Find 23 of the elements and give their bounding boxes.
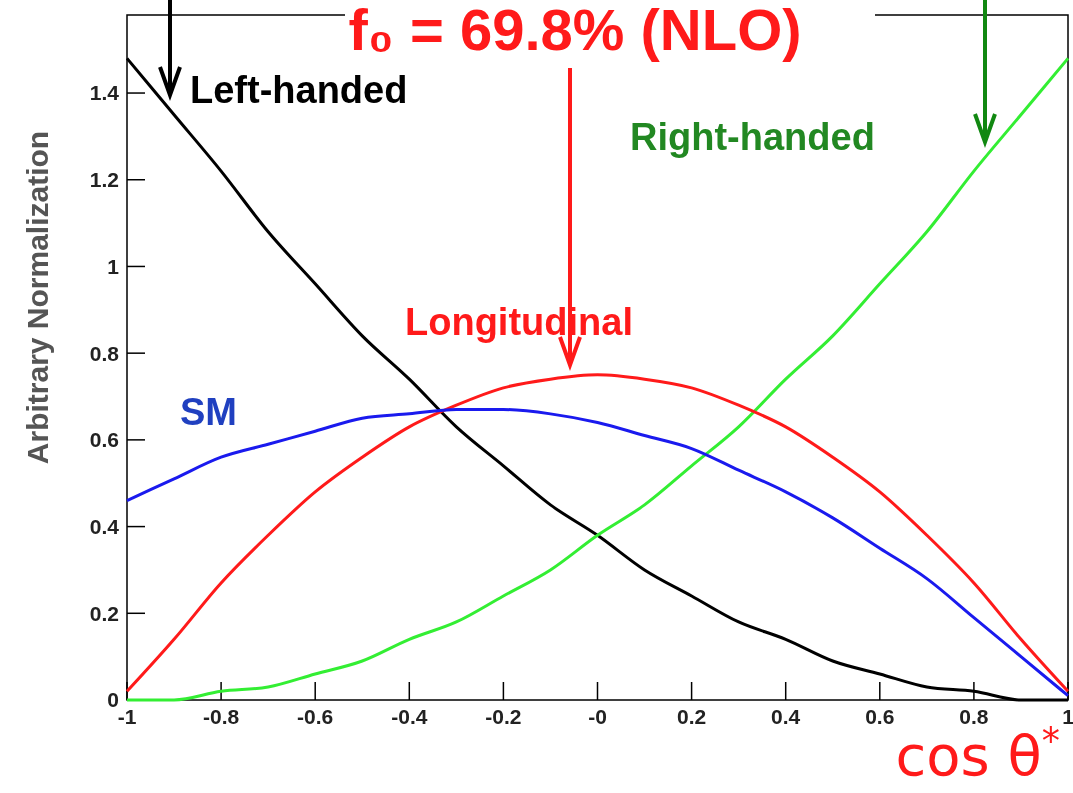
y-tick-label: 0.4 — [89, 514, 120, 538]
y-tick-label: 1.4 — [89, 81, 120, 105]
y-tick-label: 0.2 — [89, 601, 119, 625]
y-tick-label: 0.6 — [89, 428, 119, 452]
chart-title: f₀ = 69.8% (NLO) — [348, 0, 802, 62]
x-tick-label: -0.6 — [297, 705, 334, 728]
x-tick-label: 0.4 — [771, 705, 801, 728]
y-axis-title: Arbitrary Normalization — [21, 130, 54, 465]
x-tick-label: -0.2 — [485, 705, 522, 728]
y-tick-label: 1 — [107, 254, 120, 278]
x-tick-label: -0.8 — [203, 705, 240, 728]
x-tick-label: -0 — [588, 705, 607, 728]
y-tick-label: 0.8 — [89, 341, 120, 365]
x-tick-label: 1 — [1062, 705, 1073, 728]
series-label: SM — [180, 391, 237, 433]
text: Right-handed — [630, 116, 875, 158]
y-tick-label: 1.2 — [89, 168, 119, 192]
legend-label: Left-handed — [190, 69, 408, 111]
x-tick-label: 0.2 — [677, 705, 707, 728]
x-tick-label: -0.4 — [391, 705, 428, 728]
x-tick-label: -1 — [117, 705, 137, 728]
x-tick-label: 0.6 — [865, 705, 895, 728]
y-tick-label: 0 — [107, 688, 119, 712]
